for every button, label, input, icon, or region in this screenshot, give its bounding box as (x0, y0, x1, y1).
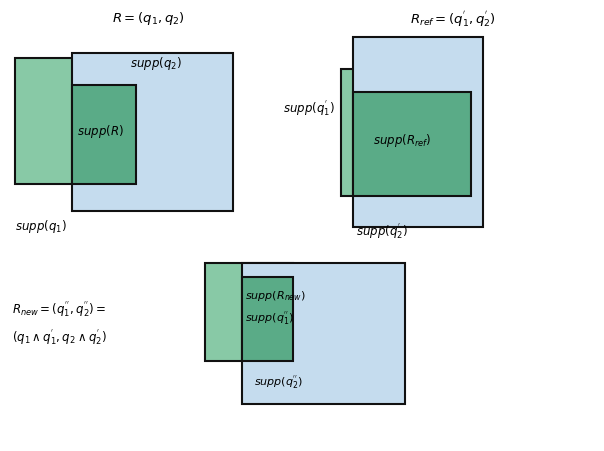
Bar (72, 86, 136, 185)
Bar (353, 92, 471, 196)
Text: $supp(q_1^{'})$: $supp(q_1^{'})$ (283, 98, 335, 118)
Bar (72, 54, 233, 212)
Text: $supp(q_2^{''})$: $supp(q_2^{''})$ (254, 373, 303, 390)
Text: $supp(q_2^{'})$: $supp(q_2^{'})$ (356, 221, 408, 241)
Text: $R = (q_1,q_2)$: $R = (q_1,q_2)$ (112, 10, 184, 28)
Bar (353, 38, 483, 228)
Text: $supp(R_{ref})$: $supp(R_{ref})$ (373, 131, 432, 148)
Text: $supp(q_1^{''})$: $supp(q_1^{''})$ (245, 309, 294, 327)
Bar (15, 59, 115, 185)
Text: $R_{ref} = (q_1^{'},q_2^{'})$: $R_{ref} = (q_1^{'},q_2^{'})$ (410, 9, 496, 29)
Text: $supp(q_1)$: $supp(q_1)$ (15, 217, 67, 235)
Bar (242, 277, 293, 361)
Text: $supp(R_{new})$: $supp(R_{new})$ (245, 289, 306, 302)
Text: $R_{new} = (q_1^{''},q_2^{''}) =$: $R_{new} = (q_1^{''},q_2^{''}) =$ (12, 299, 106, 319)
Text: $supp(R)$: $supp(R)$ (77, 122, 124, 139)
Bar (242, 264, 405, 404)
Text: $supp(q_2)$: $supp(q_2)$ (130, 55, 182, 72)
Bar (205, 264, 293, 361)
Text: $(q_1 \wedge q_1^{'},q_2 \wedge q_2^{'})$: $(q_1 \wedge q_1^{'},q_2 \wedge q_2^{'})… (12, 326, 107, 346)
Bar (341, 70, 359, 196)
